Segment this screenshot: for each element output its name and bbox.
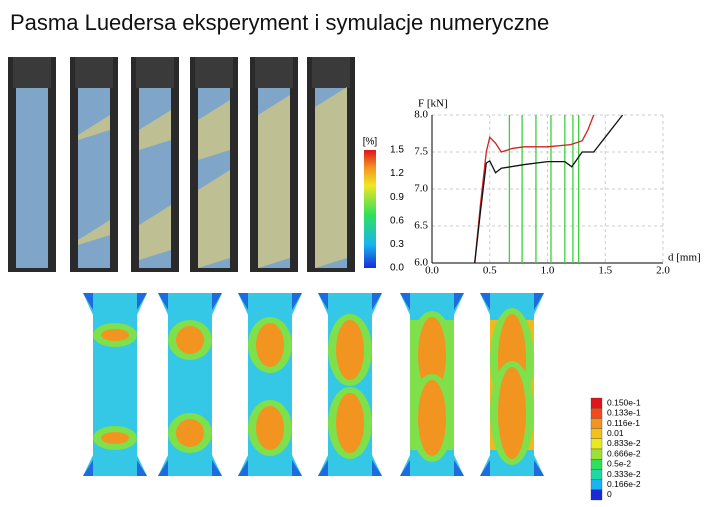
x-tick-label: 1.5 xyxy=(598,265,612,277)
sim-corner xyxy=(238,460,248,476)
specimen-grip xyxy=(312,57,350,88)
sim-zone xyxy=(256,323,284,367)
sim-zone xyxy=(418,317,446,393)
colorbar-label: 0.166e-2 xyxy=(607,479,641,489)
simulation-images xyxy=(83,293,544,476)
colorbar-swatch xyxy=(590,489,603,501)
colorbar-label: 0.133e-1 xyxy=(607,408,641,418)
sim-corner xyxy=(534,293,544,310)
specimen-grip xyxy=(75,57,113,88)
x-tick-label: 0.5 xyxy=(483,265,497,277)
sim-zone xyxy=(336,320,364,380)
sim-corner xyxy=(292,293,302,310)
y-tick-label: 6.0 xyxy=(414,257,428,269)
sim-corner xyxy=(158,293,168,310)
y-tick-label: 7.5 xyxy=(414,146,428,158)
sim-corner xyxy=(372,460,382,476)
y-tick-label: 8.0 xyxy=(414,109,428,121)
data-line xyxy=(474,114,624,264)
sim-corner xyxy=(212,460,222,476)
colorbar xyxy=(364,150,376,268)
colorbar-label: 0.3 xyxy=(390,239,404,250)
sim-corner xyxy=(454,460,464,476)
specimen-grip xyxy=(195,57,233,88)
x-tick-label: 0.0 xyxy=(425,265,439,277)
sim-corner xyxy=(318,460,328,476)
sim-corner xyxy=(83,293,93,310)
colorbar-label: 0.116e-1 xyxy=(607,418,640,428)
colorbar-swatch xyxy=(590,428,603,439)
colorbar-swatch xyxy=(590,408,603,419)
colorbar-swatch xyxy=(590,459,603,470)
sim-corner xyxy=(158,460,168,476)
specimen-grip xyxy=(136,57,174,88)
slide-title: Pasma Luedersa eksperyment i symulacje n… xyxy=(10,10,549,35)
sim-corner xyxy=(372,293,382,310)
sim-corner xyxy=(83,460,93,476)
sim-corner xyxy=(480,460,490,476)
strain-band xyxy=(258,95,290,268)
colorbar-swatch xyxy=(590,418,603,429)
colorbar-label: 0.0 xyxy=(390,263,404,274)
strain-band xyxy=(139,205,171,260)
sim-corner xyxy=(318,293,328,310)
x-tick-label: 1.0 xyxy=(541,265,555,277)
colorbar-swatch xyxy=(590,397,603,409)
strain-band xyxy=(139,110,171,150)
sim-corner xyxy=(292,460,302,476)
colorbar-swatch xyxy=(590,469,603,480)
y-axis-label: F [kN] xyxy=(418,98,448,110)
sim-zone xyxy=(101,329,129,341)
colorbar-label: 0.6 xyxy=(390,215,404,226)
data-line xyxy=(474,114,595,264)
colorbar-label: 0.833e-2 xyxy=(607,438,641,448)
sim-corner xyxy=(534,460,544,476)
sim-zone xyxy=(418,380,446,456)
strain-band xyxy=(78,115,110,140)
sim-zone xyxy=(498,367,526,459)
colorbar-label: 0.150e-1 xyxy=(607,397,641,407)
specimen-grip xyxy=(13,57,51,88)
colorbar-label: 0.01 xyxy=(607,428,624,438)
sim-zone xyxy=(176,326,204,354)
colorbar-label: 1.5 xyxy=(390,145,404,156)
sim-zone xyxy=(256,406,284,450)
colorbar-label: 0.5e-2 xyxy=(607,459,631,469)
sim-corner xyxy=(137,293,147,310)
specimen-photos xyxy=(8,57,355,272)
colorbar-label: 0.333e-2 xyxy=(607,469,641,479)
sim-zone xyxy=(101,432,129,444)
colorbar-label: 1.2 xyxy=(390,168,404,179)
sim-zone xyxy=(176,419,204,447)
colorbar-swatch xyxy=(590,438,603,450)
colorbar-title: [%] xyxy=(363,137,378,148)
colorbar-label: 0.666e-2 xyxy=(607,448,641,458)
sim-corner xyxy=(137,460,147,476)
x-axis-label: d [mm] xyxy=(668,252,701,264)
strain-band xyxy=(78,220,110,245)
x-tick-label: 2.0 xyxy=(656,265,670,277)
sim-corner xyxy=(454,293,464,310)
sim-corner xyxy=(400,460,410,476)
sim-corner xyxy=(480,293,490,310)
colorbar-label: 0 xyxy=(607,489,612,499)
colorbar-swatch xyxy=(590,448,603,460)
sim-corner xyxy=(212,293,222,310)
strain-band xyxy=(198,170,230,268)
sim-corner xyxy=(238,293,248,310)
colorbar-label: 0.9 xyxy=(390,192,404,203)
y-tick-label: 6.5 xyxy=(414,220,428,232)
colorbar-swatch xyxy=(590,479,603,490)
strain-band xyxy=(198,100,230,160)
specimen-grip xyxy=(255,57,293,88)
strain-band xyxy=(315,87,347,268)
sim-zone xyxy=(336,393,364,453)
y-tick-label: 7.0 xyxy=(414,183,428,195)
specimen xyxy=(16,88,48,268)
sim-corner xyxy=(400,293,410,310)
